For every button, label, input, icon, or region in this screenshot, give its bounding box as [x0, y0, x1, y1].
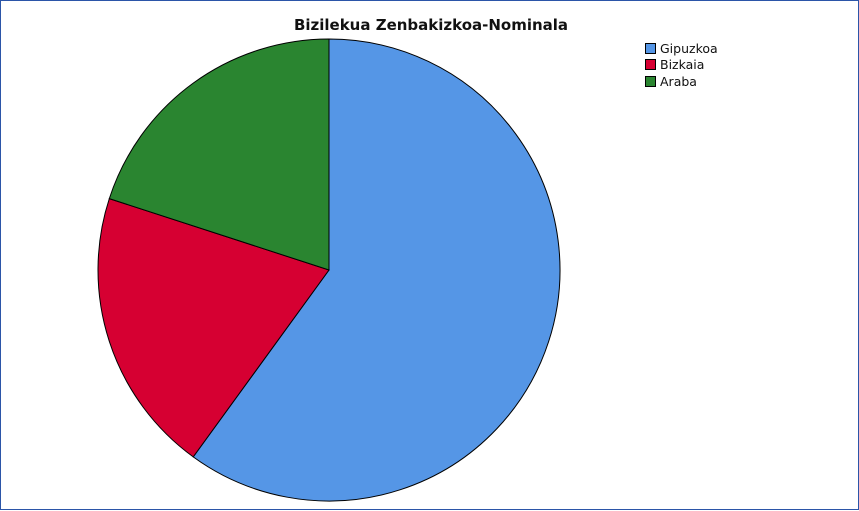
legend: Gipuzkoa Bizkaia Araba — [645, 40, 718, 90]
legend-swatch — [645, 59, 656, 71]
legend-item-gipuzkoa: Gipuzkoa — [645, 40, 718, 57]
legend-item-bizkaia: Bizkaia — [645, 57, 718, 74]
pie-slice-gipuzkoa — [192, 38, 561, 502]
pie-slice-araba — [108, 38, 330, 271]
legend-swatch — [645, 42, 656, 54]
pie-slice-bizkaia — [97, 197, 330, 458]
chart-title: Bizilekua Zenbakizkoa-Nominala — [293, 16, 569, 34]
legend-label: Araba — [660, 73, 697, 89]
legend-label: Gipuzkoa — [660, 40, 718, 56]
legend-swatch — [645, 75, 656, 87]
legend-item-araba: Araba — [645, 73, 718, 90]
legend-label: Bizkaia — [660, 57, 705, 73]
